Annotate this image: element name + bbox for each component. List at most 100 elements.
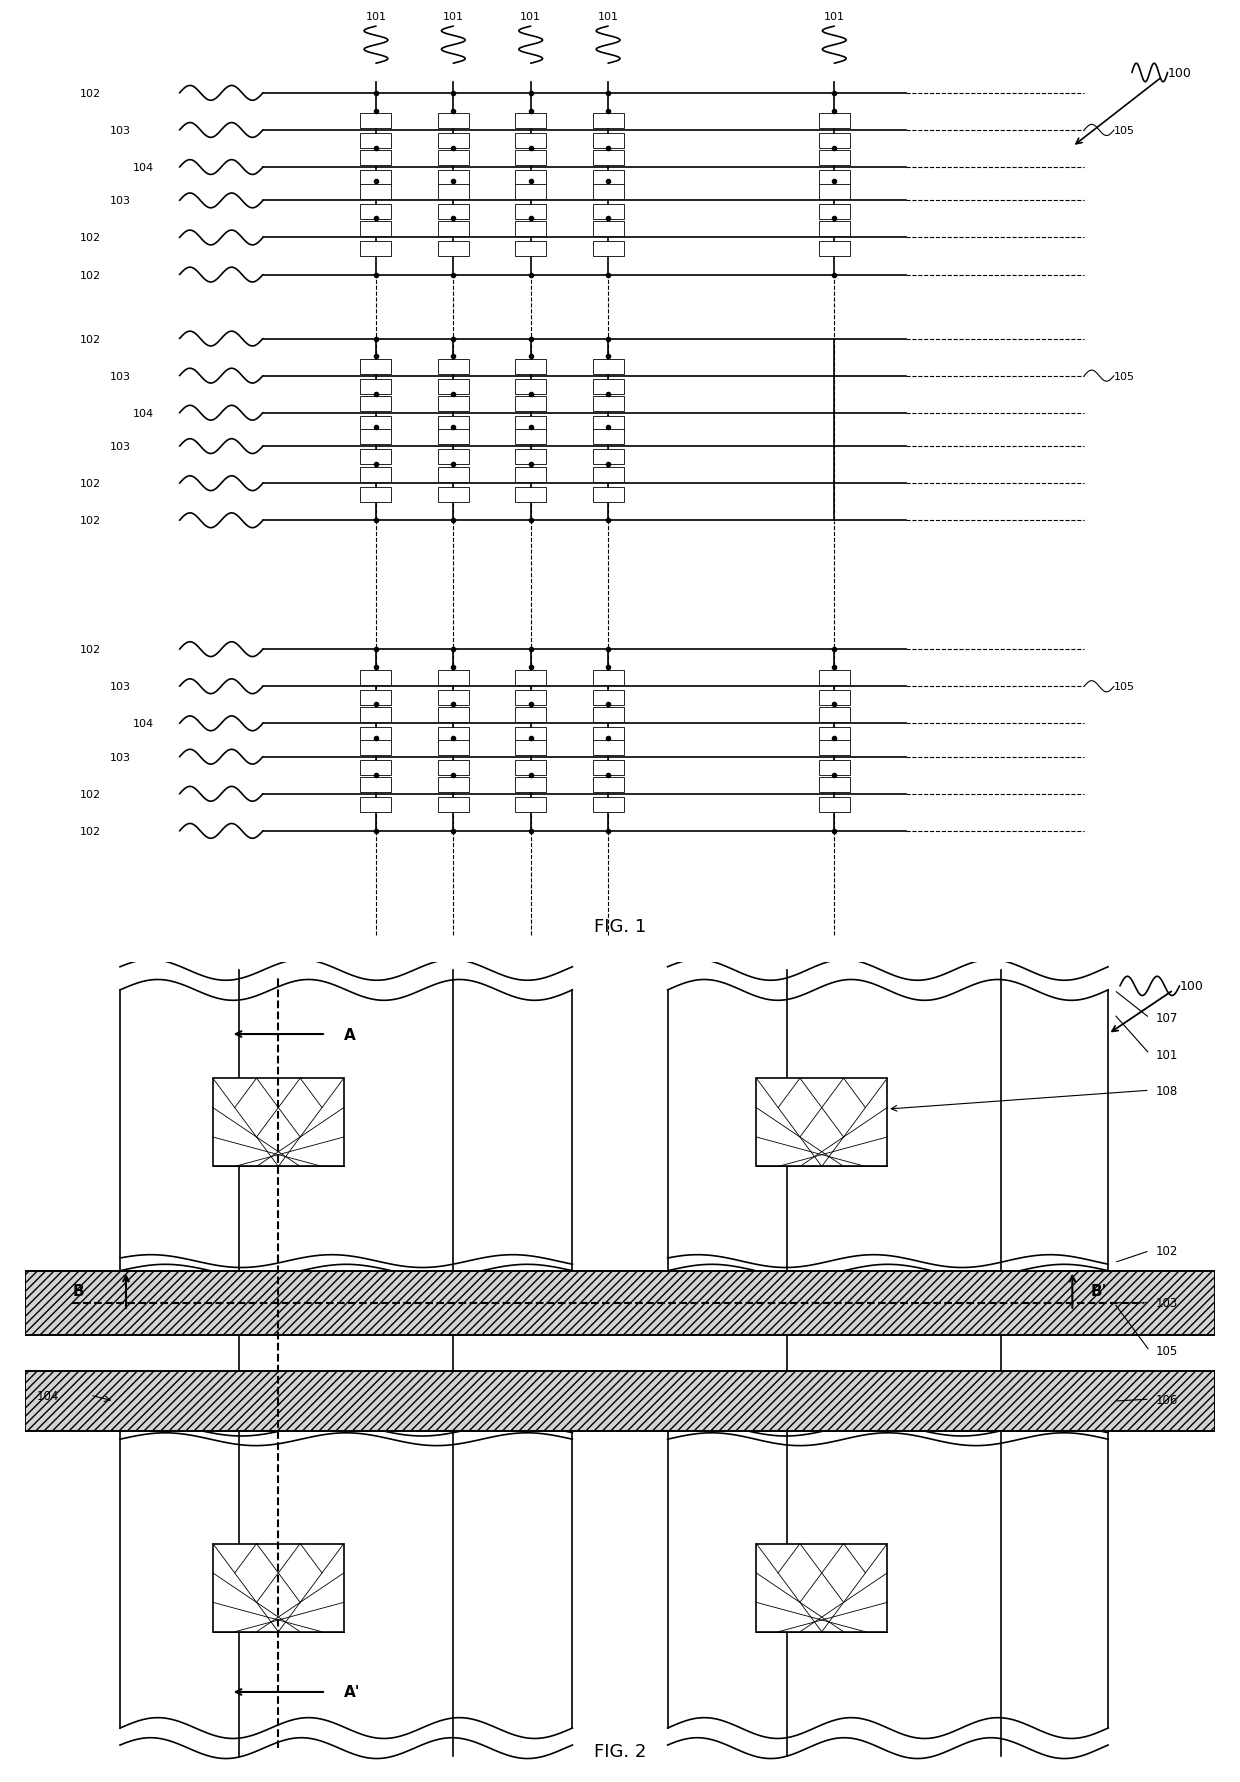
Text: 102: 102 (79, 517, 100, 526)
Bar (516, 451, 546, 465)
Text: 103: 103 (109, 371, 130, 381)
Bar (516, 670, 546, 686)
Bar (361, 451, 392, 465)
Bar (361, 380, 392, 396)
Bar (361, 134, 392, 150)
Bar (516, 741, 546, 756)
Bar (756, 1543, 888, 1632)
Text: 106: 106 (1156, 1394, 1178, 1406)
Bar (438, 670, 469, 686)
Text: 105: 105 (1114, 371, 1135, 381)
Bar (593, 151, 624, 166)
Text: 102: 102 (79, 271, 100, 280)
Text: 102: 102 (79, 335, 100, 344)
Text: 101: 101 (598, 12, 619, 23)
Bar (25, 1372, 1215, 1431)
Bar (516, 417, 546, 431)
Text: 103: 103 (109, 442, 130, 453)
Bar (593, 417, 624, 431)
Bar (213, 1078, 343, 1167)
Bar (593, 777, 624, 793)
Text: FIG. 1: FIG. 1 (594, 918, 646, 936)
Bar (361, 486, 392, 503)
Bar (361, 798, 392, 813)
Bar (516, 114, 546, 130)
Bar (516, 171, 546, 187)
Text: 101: 101 (366, 12, 387, 23)
Bar (818, 171, 849, 187)
Bar (516, 798, 546, 813)
Bar (516, 397, 546, 412)
Bar (818, 777, 849, 793)
Bar (818, 151, 849, 166)
Text: 105: 105 (1156, 1345, 1178, 1358)
Bar (818, 221, 849, 237)
Bar (593, 707, 624, 722)
Bar (516, 777, 546, 793)
Bar (438, 242, 469, 257)
Bar (593, 727, 624, 743)
Text: FIG. 2: FIG. 2 (594, 1743, 646, 1761)
Bar (593, 670, 624, 686)
Bar (818, 741, 849, 756)
Bar (361, 360, 392, 374)
Text: 100: 100 (1168, 68, 1192, 80)
Text: 103: 103 (1156, 1297, 1178, 1310)
Bar (361, 429, 392, 446)
Bar (516, 360, 546, 374)
Bar (516, 242, 546, 257)
Bar (593, 741, 624, 756)
Bar (361, 114, 392, 130)
Bar (593, 761, 624, 775)
Bar (361, 727, 392, 743)
Bar (361, 185, 392, 200)
Text: A': A' (343, 1684, 361, 1700)
Bar (818, 761, 849, 775)
Bar (593, 185, 624, 200)
Bar (593, 114, 624, 130)
Text: 105: 105 (1114, 683, 1135, 691)
Bar (361, 397, 392, 412)
Text: 103: 103 (109, 752, 130, 763)
Bar (438, 380, 469, 396)
Bar (438, 360, 469, 374)
Bar (593, 467, 624, 483)
Bar (25, 1372, 1215, 1431)
Text: 103: 103 (109, 196, 130, 207)
Bar (516, 134, 546, 150)
Bar (516, 185, 546, 200)
Bar (818, 242, 849, 257)
Bar (438, 151, 469, 166)
Bar (361, 467, 392, 483)
Bar (516, 727, 546, 743)
Bar (593, 486, 624, 503)
Bar (361, 171, 392, 187)
Bar (438, 467, 469, 483)
Bar (361, 777, 392, 793)
Bar (818, 205, 849, 219)
Bar (593, 429, 624, 446)
Bar (818, 690, 849, 706)
Bar (593, 690, 624, 706)
Bar (361, 741, 392, 756)
Bar (213, 1543, 343, 1632)
Text: 101: 101 (1156, 1048, 1178, 1060)
Bar (818, 798, 849, 813)
Bar (818, 727, 849, 743)
Text: 102: 102 (79, 233, 100, 244)
Text: 104: 104 (37, 1388, 60, 1402)
Text: 100: 100 (1179, 980, 1203, 993)
Bar (438, 707, 469, 722)
Bar (593, 171, 624, 187)
Bar (516, 707, 546, 722)
Bar (593, 798, 624, 813)
Bar (593, 205, 624, 219)
Bar (361, 707, 392, 722)
Bar (756, 1078, 888, 1167)
Text: 102: 102 (79, 89, 100, 98)
Text: 108: 108 (1156, 1083, 1178, 1098)
Bar (438, 429, 469, 446)
Text: B: B (72, 1283, 84, 1299)
Bar (593, 360, 624, 374)
Text: 102: 102 (79, 789, 100, 800)
